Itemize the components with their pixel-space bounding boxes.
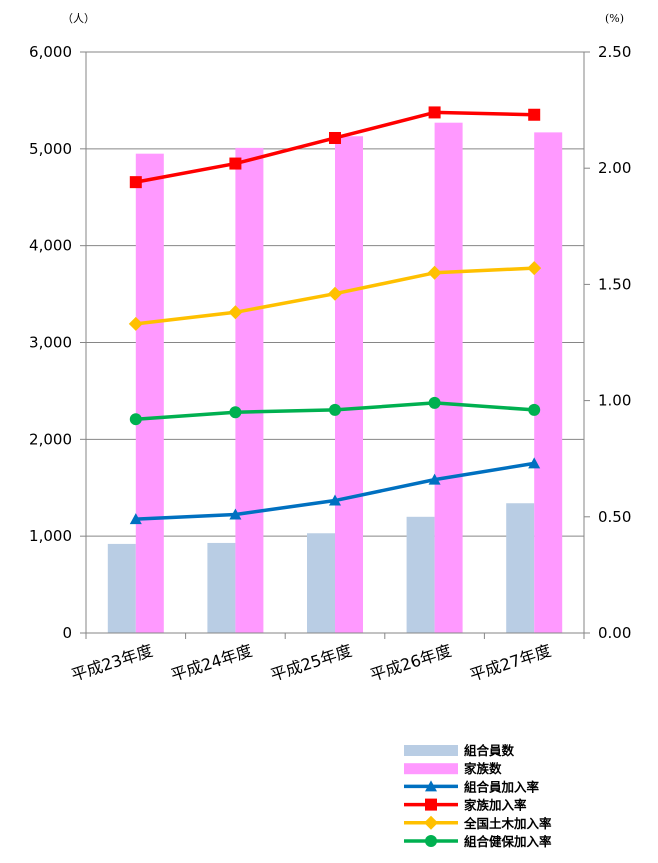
axes bbox=[80, 51, 590, 639]
legend-swatch-家族数 bbox=[404, 763, 458, 775]
left-tick-label: 2,000 bbox=[29, 430, 72, 448]
point-家族加入率-平成23年度 bbox=[129, 176, 142, 189]
line-series-group bbox=[128, 106, 542, 525]
category-label: 平成24年度 bbox=[169, 641, 255, 685]
point-家族加入率-平成24年度 bbox=[229, 157, 242, 170]
legend-label: 全国土木加入率 bbox=[463, 816, 552, 831]
legend-marker-全国土木加入率 bbox=[424, 815, 438, 830]
legend-label: 組合員加入率 bbox=[464, 779, 540, 794]
bar-家族数-平成25年度 bbox=[335, 136, 363, 633]
right-tick-label: 2.50 bbox=[598, 43, 631, 61]
category-label: 平成25年度 bbox=[268, 641, 354, 685]
point-全国土木加入率-平成25年度 bbox=[328, 286, 342, 301]
point-家族加入率-平成26年度 bbox=[428, 106, 441, 119]
legend-label: 家族加入率 bbox=[464, 798, 527, 813]
legend-label: 家族数 bbox=[464, 761, 502, 776]
legend-swatch-組合員数 bbox=[404, 745, 458, 756]
category-label: 平成23年度 bbox=[69, 641, 155, 685]
point-組合健保加入率-平成26年度 bbox=[428, 396, 441, 409]
point-組合員加入率-平成23年度 bbox=[129, 513, 142, 525]
point-全国土木加入率-平成27年度 bbox=[527, 261, 542, 276]
right-tick-label: 1.00 bbox=[598, 392, 631, 410]
bar-家族数-平成23年度 bbox=[135, 153, 164, 634]
point-組合健保加入率-平成24年度 bbox=[229, 406, 242, 419]
bar-組合員数-平成24年度 bbox=[207, 542, 236, 633]
left-tick-label: 1,000 bbox=[29, 527, 72, 545]
point-全国土木加入率-平成26年度 bbox=[427, 265, 442, 280]
left-tick-label: 5,000 bbox=[29, 140, 72, 158]
point-組合員加入率-平成25年度 bbox=[329, 494, 341, 506]
bar-組合員数-平成27年度 bbox=[506, 503, 535, 633]
legend-marker-組合健保加入率 bbox=[425, 835, 437, 847]
bar-series-group bbox=[107, 122, 563, 634]
legend-label: 組合健保加入率 bbox=[464, 834, 552, 849]
point-全国土木加入率-平成23年度 bbox=[128, 316, 143, 331]
left-tick-label: 0 bbox=[62, 624, 72, 642]
point-組合員加入率-平成27年度 bbox=[528, 457, 541, 469]
point-組合健保加入率-平成23年度 bbox=[129, 413, 142, 426]
point-組合健保加入率-平成25年度 bbox=[329, 403, 341, 416]
right-tick-label: 2.00 bbox=[598, 159, 631, 177]
legend-label: 組合員数 bbox=[464, 743, 515, 758]
point-家族加入率-平成25年度 bbox=[329, 131, 341, 144]
right-tick-label: 0.00 bbox=[598, 624, 631, 642]
bar-組合員数-平成23年度 bbox=[107, 543, 136, 633]
right-axis-unit: (%) bbox=[605, 12, 624, 25]
point-組合員加入率-平成24年度 bbox=[229, 508, 242, 520]
left-tick-label: 3,000 bbox=[29, 334, 72, 352]
bar-家族数-平成24年度 bbox=[235, 147, 264, 634]
left-tick-label: 6,000 bbox=[29, 43, 72, 61]
left-axis-unit: （人） bbox=[62, 12, 95, 25]
legend-marker-家族加入率 bbox=[425, 798, 437, 811]
right-tick-label: 0.50 bbox=[598, 508, 631, 526]
bar-家族数-平成26年度 bbox=[434, 122, 463, 634]
point-組合健保加入率-平成27年度 bbox=[528, 403, 541, 416]
category-label: 平成27年度 bbox=[467, 641, 553, 685]
legend-marker-組合員加入率 bbox=[425, 780, 437, 792]
point-組合員加入率-平成26年度 bbox=[428, 473, 441, 485]
right-tick-label: 1.50 bbox=[598, 275, 631, 293]
point-家族加入率-平成27年度 bbox=[528, 108, 541, 121]
left-tick-label: 4,000 bbox=[29, 237, 72, 255]
bar-家族数-平成27年度 bbox=[534, 132, 563, 633]
point-全国土木加入率-平成24年度 bbox=[228, 305, 243, 320]
bar-組合員数-平成25年度 bbox=[307, 533, 335, 633]
bar-組合員数-平成26年度 bbox=[406, 516, 435, 633]
category-label: 平成26年度 bbox=[368, 641, 454, 685]
